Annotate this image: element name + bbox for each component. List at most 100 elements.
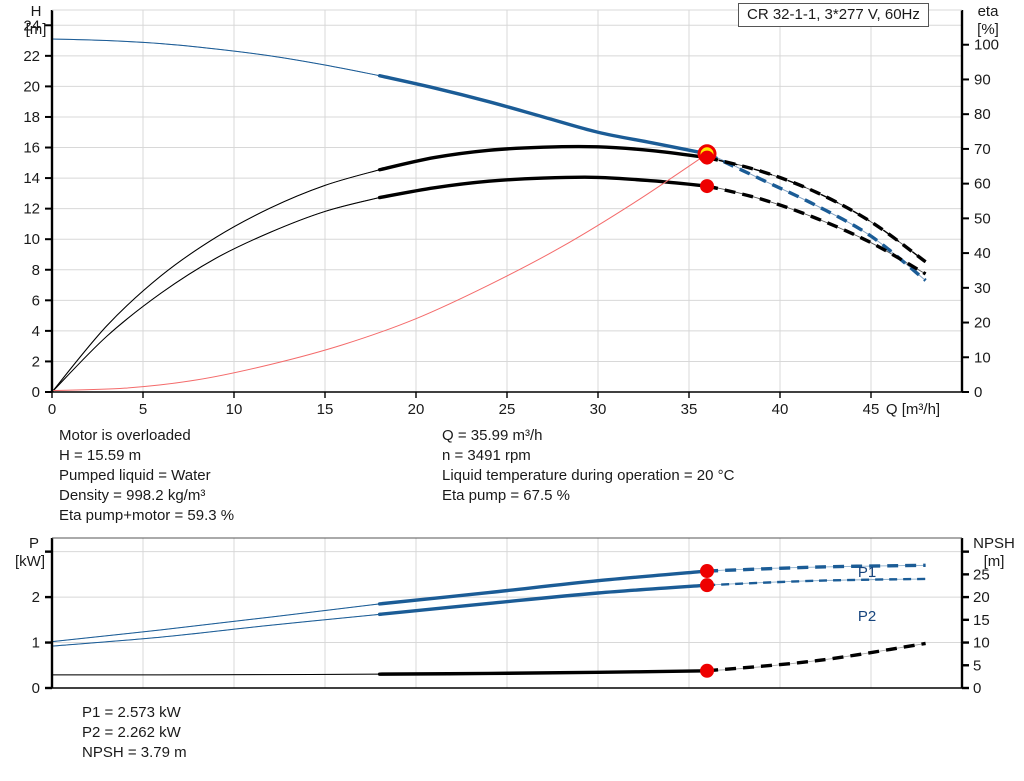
duty-points (697, 144, 717, 194)
p-axis-title: P (29, 535, 39, 552)
info-line: Motor is overloaded (59, 427, 191, 444)
p1-curve-thick (377, 569, 709, 606)
info-line: P1 = 2.573 kW (82, 704, 181, 721)
pump-model-label: CR 32-1-1, 3*277 V, 60Hz (738, 3, 929, 27)
p2-curve-thick (377, 583, 709, 617)
left-axis-tick-label: 24 (23, 17, 40, 34)
axes (45, 9, 969, 398)
npsh-axis-unit: [m] (984, 553, 1005, 570)
p2-curve-thin-full (51, 578, 926, 647)
x-axis-tick-label: 25 (499, 401, 516, 418)
info-line: Density = 998.2 kg/m³ (59, 487, 206, 504)
eta-pump-curve-thin (51, 169, 380, 393)
x-axis-tick-label: 15 (317, 401, 334, 418)
left-axis-tick-label: 10 (23, 231, 40, 248)
info-line: H = 15.59 m (59, 447, 142, 464)
info-line: Pumped liquid = Water (59, 467, 211, 484)
p-axis-tick-label: 0 (32, 680, 40, 697)
npsh-axis-tick-label: 20 (973, 589, 990, 606)
p2-curve-dashed (707, 577, 926, 587)
eta-pump-curve-dashed (706, 155, 927, 264)
p1-marker (700, 564, 715, 579)
npsh-curve-dashed (707, 641, 926, 673)
q-axis-title: Q [m³/h] (886, 401, 940, 418)
eta-pump-motor-curve-thick (377, 175, 709, 200)
right-axis-tick-label: 50 (974, 210, 991, 227)
x-axis-tick-label: 35 (681, 401, 698, 418)
h-axis-unit: [m] (26, 21, 47, 38)
right-axis-tick-label: 0 (974, 384, 982, 401)
eta-pump-motor-marker (700, 179, 715, 194)
eta-pump-curve-thick (377, 144, 709, 172)
head-curve-dashed (706, 152, 927, 282)
left-axis-tick-label: 0 (32, 384, 40, 401)
info-line: Eta pump = 67.5 % (442, 487, 570, 504)
p2-marker (700, 578, 715, 593)
npsh-axis-tick-label: 0 (973, 680, 981, 697)
right-axis-tick-label: 70 (974, 141, 991, 158)
info-line: P2 = 2.262 kW (82, 724, 181, 741)
duty-points (700, 564, 715, 678)
npsh-axis-tick-label: 15 (973, 612, 990, 629)
left-axis-tick-label: 18 (23, 109, 40, 126)
info-line: Eta pump+motor = 59.3 % (59, 507, 235, 524)
info-block-left: Motor is overloaded H = 15.59 m Pumped l… (59, 426, 234, 526)
info-line: Liquid temperature during operation = 20… (442, 467, 735, 484)
p-axis-tick-label: 2 (32, 589, 40, 606)
p1-curve-thin (51, 603, 380, 643)
npsh-axis-tick-label: 5 (973, 657, 981, 674)
x-axis-tick-label: 40 (772, 401, 789, 418)
left-axis-tick-label: 16 (23, 140, 40, 157)
axis-labels: 0246810121416182022240102030405060708090… (23, 3, 999, 418)
left-axis-tick-label: 20 (23, 78, 40, 95)
x-axis-tick-label: 5 (139, 401, 147, 418)
right-axis-tick-label: 40 (974, 245, 991, 262)
info-block-bottom: P1 = 2.573 kW P2 = 2.262 kW NPSH = 3.79 … (82, 703, 187, 763)
eta-pump-motor-curve-dashed (706, 184, 927, 276)
x-axis-tick-label: 45 (863, 401, 880, 418)
eta-axis-unit: [%] (977, 21, 999, 38)
right-axis-tick-label: 80 (974, 106, 991, 123)
npsh-axis-tick-label: 25 (973, 566, 990, 583)
system-curve (51, 153, 708, 391)
right-axis-tick-label: 60 (974, 176, 991, 193)
info-line: Q = 35.99 m³/h (442, 427, 543, 444)
p1-curve-dashed (707, 563, 926, 573)
left-axis-tick-label: 8 (32, 262, 40, 279)
right-axis-tick-label: 20 (974, 315, 991, 332)
info-block-right: Q = 35.99 m³/h n = 3491 rpm Liquid tempe… (442, 426, 734, 506)
npsh-marker (700, 663, 715, 678)
head-curve-thin (51, 38, 380, 77)
head-thin-full (51, 38, 926, 281)
h-axis-title: H (31, 3, 42, 20)
p2-curve-thin (51, 613, 380, 647)
curves (51, 38, 927, 393)
x-axis-tick-label: 10 (226, 401, 243, 418)
x-axis-tick-label: 20 (408, 401, 425, 418)
grid (52, 538, 962, 688)
left-axis-tick-label: 14 (23, 170, 40, 187)
left-axis-tick-label: 6 (32, 292, 40, 309)
left-axis-tick-label: 12 (23, 201, 40, 218)
info-line: n = 3491 rpm (442, 447, 531, 464)
x-axis-tick-label: 30 (590, 401, 607, 418)
npsh-curve-thin-full (51, 643, 926, 676)
p-axis-tick-label: 1 (32, 635, 40, 652)
eta-pump-marker (700, 150, 715, 165)
npsh-curve-thick (377, 669, 709, 676)
left-axis-tick-label: 2 (32, 353, 40, 370)
right-axis-tick-label: 10 (974, 349, 991, 366)
right-axis-tick-label: 30 (974, 280, 991, 297)
x-axis-tick-label: 0 (48, 401, 56, 418)
eta-pump-dashed-thin (707, 156, 927, 263)
p-axis-unit: [kW] (15, 553, 45, 570)
head-efficiency-chart: 0246810121416182022240102030405060708090… (23, 3, 999, 418)
axes (45, 537, 969, 690)
right-axis-tick-label: 90 (974, 71, 991, 88)
p1-curve-label: P1 (858, 564, 876, 581)
npsh-axis-title: NPSH (973, 535, 1015, 552)
eta-pump-motor-curve-thin (51, 197, 380, 393)
grid (52, 10, 962, 392)
